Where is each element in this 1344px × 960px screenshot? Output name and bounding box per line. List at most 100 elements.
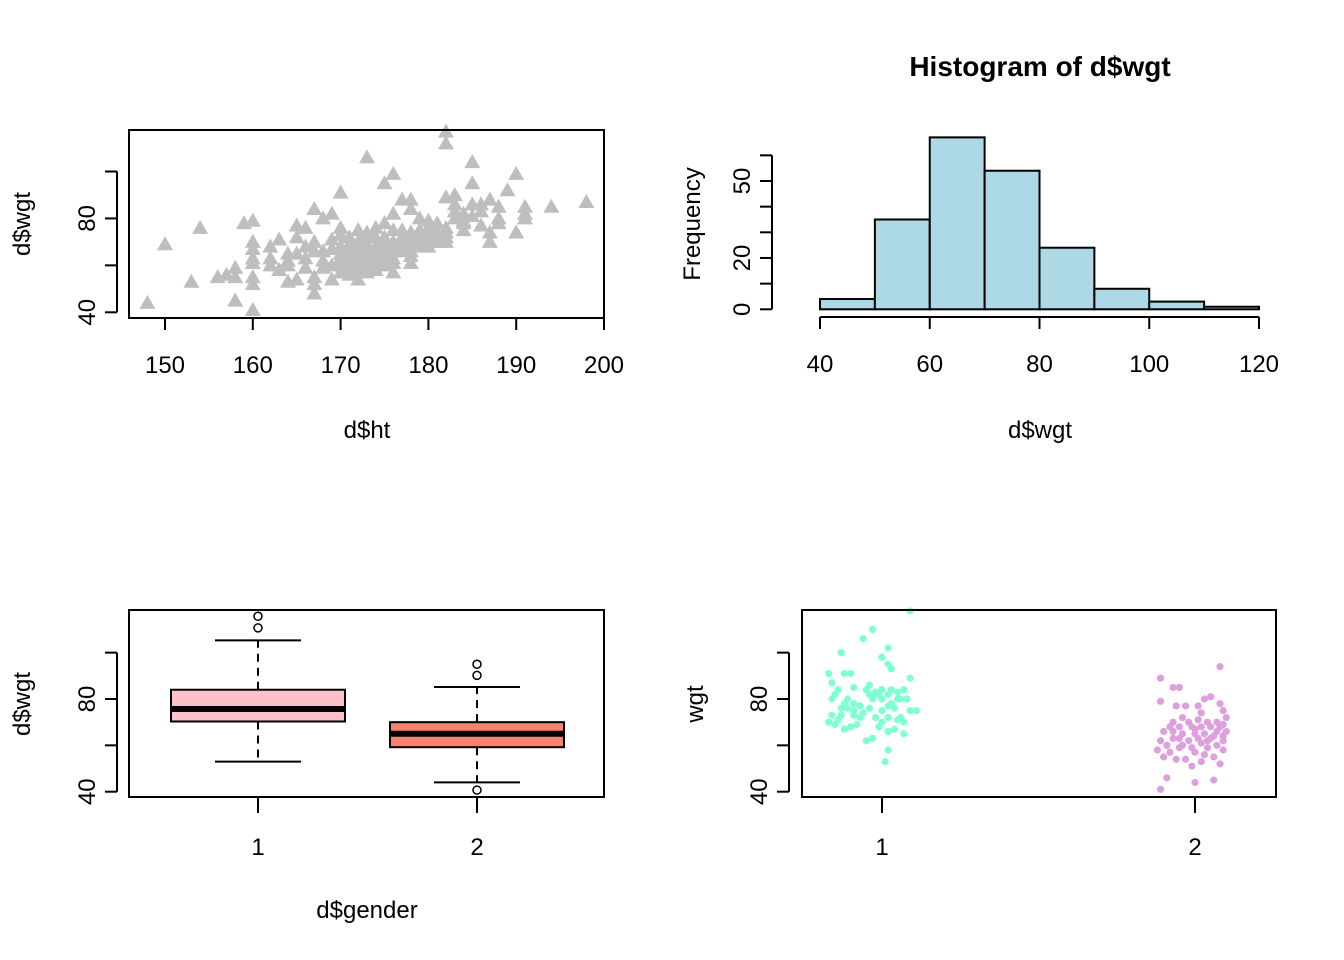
scatter-point: [394, 222, 411, 237]
scatter-point: [350, 262, 367, 277]
stripchart-point: [1197, 739, 1205, 747]
stripchart-point: [1200, 730, 1208, 738]
stripchart-point: [825, 669, 833, 678]
scatter-point: [490, 198, 507, 213]
boxplot-box: [170, 688, 346, 723]
histogram-title: Histogram of d$wgt: [909, 51, 1170, 82]
stripchart-point: [850, 706, 858, 715]
stripchart-point: [906, 706, 914, 715]
stripchart-point: [1216, 662, 1224, 671]
scatter-x-axis: 150 160 170 180 190 200: [145, 317, 624, 379]
scatter-point: [376, 240, 393, 255]
scatter-point: [227, 269, 244, 284]
scatter-points: [139, 123, 595, 316]
histogram-x-axis: 40 60 80 100 120: [807, 316, 1279, 378]
stripchart-point: [1169, 734, 1177, 742]
stripchart-point: [1191, 778, 1199, 787]
stripchart-point: [869, 734, 877, 742]
stripchart-point: [1163, 741, 1171, 749]
scatter-point: [578, 194, 595, 209]
scatter-point: [183, 273, 200, 288]
scatter-point: [420, 219, 437, 234]
boxplot-y-tick-label: 80: [74, 686, 101, 713]
scatter-y-axis-title: d$wgt: [9, 192, 36, 256]
stripchart-point: [1172, 755, 1180, 763]
scatter-point: [341, 236, 358, 251]
scatter-point: [402, 229, 419, 244]
scatter-point: [481, 191, 498, 206]
scatter-point: [323, 205, 340, 220]
stripchart-point: [1194, 702, 1202, 710]
scatter-point: [499, 182, 516, 197]
stripchart-x-tick-label: 2: [1188, 834, 1201, 861]
scatter-panel: 150 160 170 180 190 200 40 80 d$ht d$wgt: [9, 123, 624, 444]
scatter-x-tick-label: 170: [321, 352, 361, 379]
scatter-point: [508, 224, 525, 239]
stripchart-point: [1178, 741, 1187, 749]
scatter-point: [350, 233, 367, 248]
scatter-point: [420, 238, 437, 253]
scatter-point: [262, 250, 279, 265]
scatter-point: [508, 165, 525, 180]
stripchart-y-axis-title: wgt: [682, 685, 709, 724]
scatter-point: [464, 154, 481, 169]
stripchart-point: [831, 690, 839, 698]
stripchart-point: [850, 700, 858, 708]
stripchart-point: [890, 725, 899, 733]
stripchart-point: [859, 635, 867, 643]
scatter-point: [429, 215, 446, 230]
stripchart-point: [900, 730, 908, 738]
stripchart-point: [853, 720, 861, 729]
stripchart-point: [903, 695, 911, 703]
scatter-point: [332, 184, 349, 199]
stripchart-point: [881, 757, 889, 766]
boxplot-y-axis: 40 80: [74, 651, 118, 805]
stripchart-point: [850, 683, 858, 692]
scatter-point: [315, 210, 332, 225]
scatter-point: [358, 229, 375, 244]
histogram-x-axis-title: d$wgt: [1008, 417, 1072, 444]
stripchart-point: [869, 625, 877, 634]
scatter-point: [271, 262, 288, 277]
scatter-point: [192, 219, 209, 234]
stripchart-point: [1185, 737, 1193, 745]
stripchart-point: [1200, 751, 1208, 759]
scatter-point: [244, 276, 261, 291]
histogram-x-tick-label: 40: [807, 351, 834, 378]
scatter-point: [288, 271, 305, 286]
stripchart-point: [1216, 700, 1224, 708]
stripchart-point: [887, 700, 895, 708]
stripchart-point: [906, 674, 914, 682]
scatter-point: [315, 243, 332, 258]
scatter-point: [367, 238, 384, 253]
stripchart-point: [859, 709, 867, 717]
scatter-point: [288, 229, 305, 244]
scatter-y-tick-label: 40: [74, 299, 101, 326]
stripchart-point: [1222, 713, 1230, 722]
boxplot-outlier: [472, 785, 482, 795]
stripchart-point: [887, 665, 895, 673]
boxplot-x-tick-label: 1: [251, 834, 264, 861]
histogram-bars: [819, 136, 1260, 311]
stripchart-point: [840, 725, 849, 733]
scatter-point: [376, 247, 393, 262]
scatter-point: [446, 186, 463, 201]
scatter-point: [244, 240, 261, 255]
stripchart-point: [878, 695, 886, 703]
scatter-point: [367, 262, 384, 277]
stripchart-point: [1172, 702, 1180, 710]
histogram-bar: [1203, 305, 1260, 311]
scatter-point: [341, 229, 358, 244]
scatter-point: [297, 219, 314, 234]
scatter-point: [473, 217, 490, 232]
scatter-point: [455, 222, 472, 237]
stripchart-point: [840, 669, 849, 678]
scatter-point: [402, 243, 419, 258]
stripchart-point: [1178, 713, 1187, 722]
scatter-point: [244, 269, 261, 284]
stripchart-point: [1194, 716, 1202, 724]
stripchart-point: [828, 679, 836, 687]
scatter-point: [306, 269, 323, 284]
scatter-point: [429, 233, 446, 248]
